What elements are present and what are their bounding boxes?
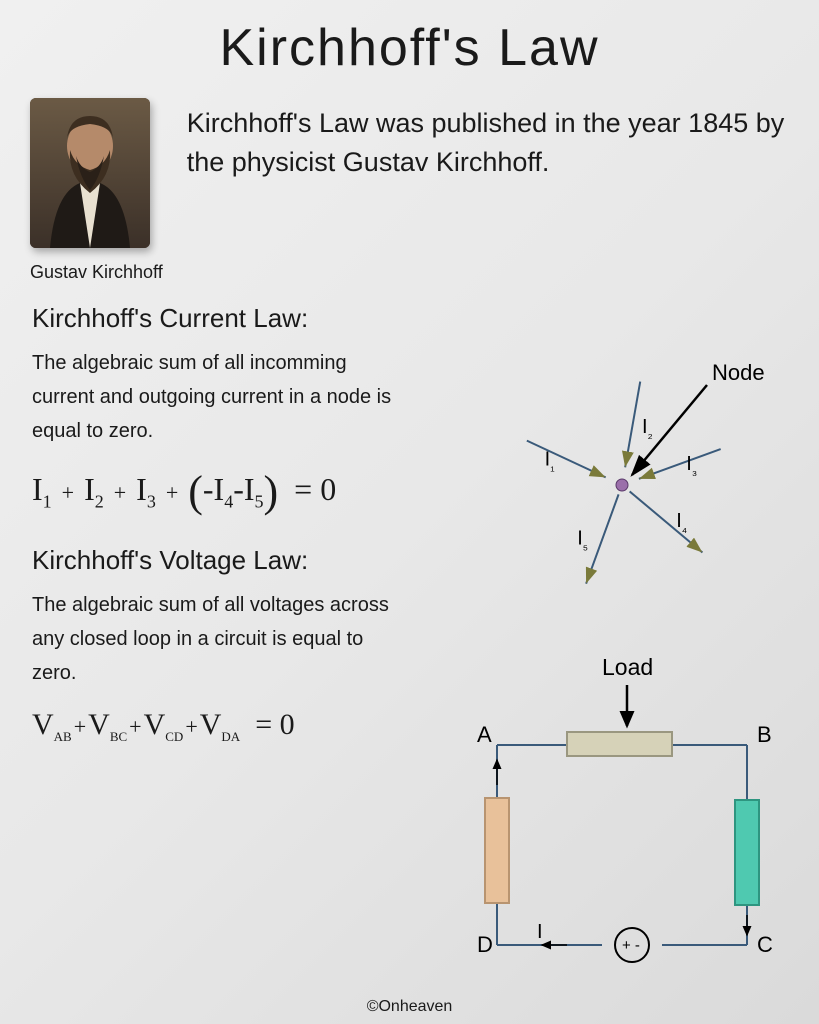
branch-label: I₅ — [577, 527, 588, 552]
branch-label: I₄ — [676, 510, 687, 535]
corner-a: A — [477, 722, 492, 747]
node-diagram: I₁I₂I₃I₄I₅ Node — [457, 350, 787, 600]
footer-credit: ©Onheaven — [0, 998, 819, 1016]
portrait-image — [30, 98, 150, 248]
intro-text: Kirchhoff's Law was published in the yea… — [187, 98, 789, 182]
branch-line — [586, 494, 618, 583]
corner-c: C — [757, 932, 773, 957]
branch-line — [527, 441, 606, 478]
load-top — [567, 732, 672, 756]
corner-d: D — [477, 932, 493, 957]
branch-line — [625, 382, 640, 468]
load-right — [735, 800, 759, 905]
portrait-block: Gustav Kirchhoff — [30, 98, 163, 283]
node-label: Node — [712, 360, 765, 385]
svg-text:+ -: + - — [622, 937, 640, 954]
intro-row: Gustav Kirchhoff Kirchhoff's Law was pub… — [0, 78, 819, 293]
kcl-body: The algebraic sum of all incomming curre… — [32, 346, 412, 448]
load-left — [485, 798, 509, 903]
current-label: I — [537, 921, 543, 943]
page-title: Kirchhoff's Law — [0, 0, 819, 78]
kcl-heading: Kirchhoff's Current Law: — [32, 303, 787, 334]
branch-line — [630, 491, 703, 552]
portrait-caption: Gustav Kirchhoff — [30, 262, 163, 283]
load-label: Load — [602, 654, 653, 680]
corner-b: B — [757, 722, 772, 747]
circuit-diagram: Load + - A B C D I — [447, 650, 787, 980]
branch-label: I₃ — [686, 453, 697, 478]
kvl-body: The algebraic sum of all voltages across… — [32, 588, 412, 690]
branch-label: I₂ — [642, 416, 653, 441]
